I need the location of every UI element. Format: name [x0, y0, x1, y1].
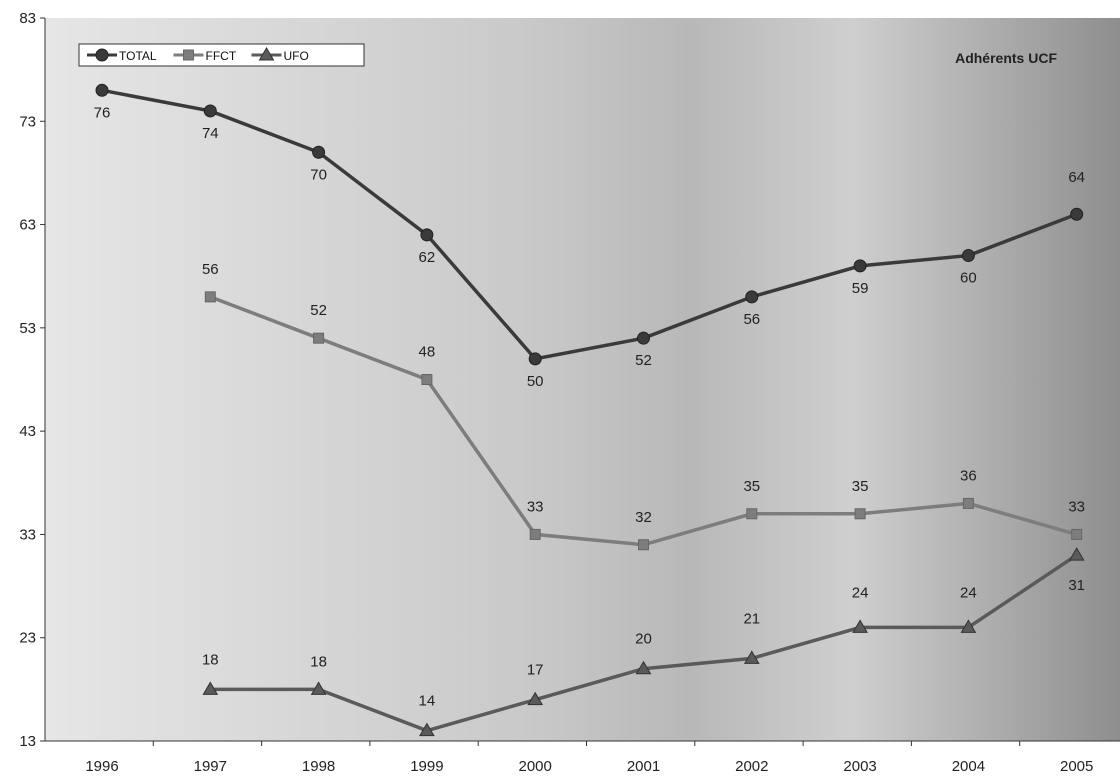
data-label-total: 62 [419, 249, 436, 266]
data-label-ffct: 35 [743, 478, 760, 495]
data-label-total: 56 [743, 311, 760, 328]
data-label-ffct: 48 [419, 344, 436, 361]
data-point-total [420, 228, 434, 242]
data-point-total [637, 331, 650, 345]
data-point-ufo [419, 722, 435, 737]
data-label-ffct: 35 [852, 478, 869, 495]
x-tick-label: 2005 [1060, 758, 1093, 775]
data-point-ufo [852, 619, 868, 633]
x-tick-label: 2000 [519, 758, 552, 775]
data-point-ffct [962, 497, 974, 509]
data-label-ffct: 33 [527, 498, 544, 515]
data-label-total: 60 [960, 270, 977, 287]
data-point-ffct [746, 508, 758, 520]
legend-label-ufo: UFO [284, 49, 309, 63]
data-label-ufo: 31 [1068, 577, 1085, 594]
legend-marker-ufo [258, 47, 275, 61]
data-point-total [1070, 207, 1084, 221]
x-tick-label: 2002 [735, 758, 768, 775]
x-tick-label: 1999 [410, 758, 443, 775]
data-label-total: 64 [1068, 169, 1085, 186]
legend-marker-ffct [183, 49, 194, 61]
data-point-ffct [1071, 528, 1083, 540]
y-tick-label: 53 [19, 320, 36, 337]
x-tick-label: 2003 [843, 758, 876, 775]
y-tick-label: 83 [19, 10, 36, 27]
y-tick-label: 23 [19, 630, 36, 647]
data-label-total: 76 [94, 104, 111, 121]
data-label-ffct: 36 [960, 467, 977, 484]
data-label-ffct: 32 [635, 509, 652, 526]
data-point-total [853, 259, 867, 273]
data-point-total [95, 83, 109, 97]
data-label-ffct: 33 [1068, 498, 1085, 515]
data-point-ffct [854, 508, 866, 520]
plot-area [45, 18, 1120, 741]
data-label-ffct: 52 [310, 302, 327, 319]
x-tick-label: 2004 [952, 758, 985, 775]
x-tick-label: 1996 [85, 758, 118, 775]
y-tick-label: 73 [19, 113, 36, 130]
legend-box [78, 43, 365, 67]
data-label-ufo: 24 [960, 584, 977, 601]
y-tick-label: 13 [19, 733, 36, 750]
x-tick-label: 2001 [627, 758, 660, 775]
data-point-ffct [421, 374, 433, 385]
y-tick-label: 33 [19, 526, 36, 543]
y-tick-label: 63 [19, 217, 36, 234]
data-point-ufo [527, 691, 544, 706]
data-label-total: 70 [310, 166, 327, 183]
data-point-ufo [635, 660, 652, 675]
chart-title: Adhérents UCF [955, 50, 1057, 66]
data-label-ffct: 56 [202, 261, 219, 278]
data-label-ufo: 17 [527, 662, 544, 679]
data-label-ufo: 14 [419, 693, 436, 710]
data-label-ufo: 21 [743, 610, 760, 627]
data-label-total: 74 [202, 125, 219, 142]
data-point-total [528, 352, 542, 366]
data-point-ufo [1068, 547, 1085, 561]
series-line-total [101, 88, 1078, 361]
data-label-ufo: 18 [202, 651, 219, 668]
data-label-ufo: 18 [310, 653, 327, 670]
x-tick-label: 1998 [302, 758, 335, 775]
data-point-ffct [638, 539, 649, 551]
data-point-total [961, 249, 975, 263]
data-label-ufo: 20 [635, 631, 652, 648]
x-tick-label: 1997 [194, 758, 227, 775]
data-point-total [745, 290, 759, 304]
data-point-ufo [743, 650, 760, 664]
legend-label-ffct: FFCT [206, 49, 237, 63]
data-point-ffct [204, 291, 216, 303]
y-tick-label: 43 [19, 423, 36, 440]
legend-label-total: TOTAL [119, 49, 157, 63]
data-point-ffct [313, 332, 325, 344]
data-label-ufo: 24 [852, 584, 869, 601]
data-label-total: 59 [852, 280, 869, 297]
data-point-ffct [529, 528, 541, 540]
data-point-ufo [960, 619, 977, 633]
data-label-total: 50 [527, 373, 544, 390]
data-point-total [203, 104, 217, 118]
data-label-total: 52 [635, 352, 652, 369]
legend-marker-total [95, 48, 109, 62]
data-point-total [312, 145, 326, 159]
data-point-ufo [202, 681, 219, 695]
data-point-ufo [310, 681, 327, 695]
